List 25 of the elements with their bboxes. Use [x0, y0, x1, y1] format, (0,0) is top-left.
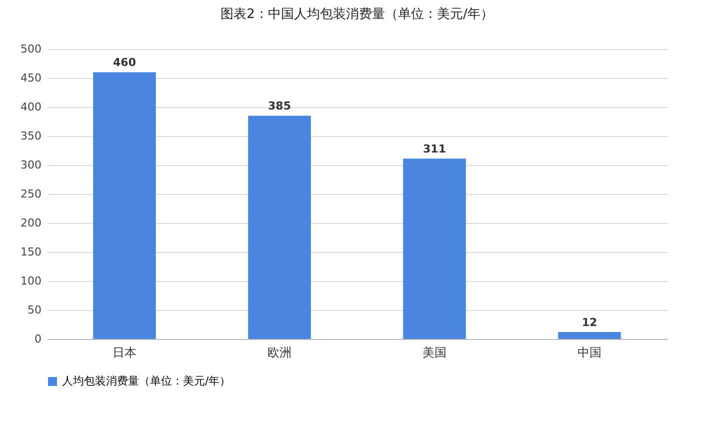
y-tick-label: 250 — [20, 188, 42, 200]
chart-title: 图表2：中国人均包装消费量（单位：美元/年） — [220, 6, 494, 22]
data-label: 460 — [113, 56, 136, 70]
data-label: 311 — [423, 142, 446, 156]
data-label: 12 — [582, 316, 598, 330]
y-tick-label: 350 — [20, 130, 42, 142]
y-tick-label: 300 — [20, 158, 42, 172]
y-tick-label: 0 — [34, 332, 42, 346]
y-tick-label: 50 — [28, 304, 42, 316]
y-tick-label: 200 — [20, 216, 42, 230]
bar — [93, 72, 156, 339]
y-tick-label: 450 — [20, 72, 42, 84]
x-tick-label: 中国 — [578, 346, 602, 360]
y-tick-label: 500 — [20, 42, 42, 56]
bar — [248, 116, 311, 339]
bar — [558, 332, 621, 339]
data-label: 385 — [268, 100, 291, 113]
y-tick-label: 100 — [20, 274, 42, 288]
x-tick-label: 美国 — [422, 346, 446, 360]
bar — [403, 158, 466, 339]
x-tick-label: 欧洲 — [268, 346, 292, 360]
x-tick-label: 日本 — [112, 346, 136, 360]
legend-label: 人均包装消费量（单位：美元/年） — [62, 374, 231, 388]
y-tick-label: 150 — [20, 246, 42, 258]
y-tick-label: 400 — [20, 100, 42, 114]
